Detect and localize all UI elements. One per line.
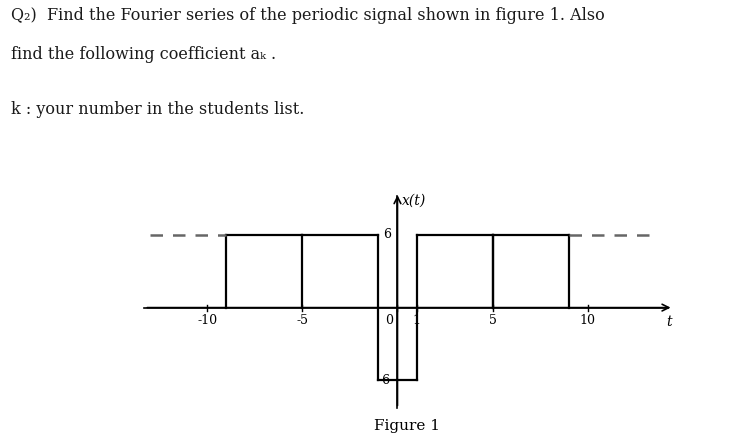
Text: find the following coefficient aₖ .: find the following coefficient aₖ .	[11, 46, 276, 63]
Text: 10: 10	[579, 314, 596, 327]
Text: -10: -10	[197, 314, 218, 327]
Text: t: t	[666, 315, 671, 329]
Text: Figure 1: Figure 1	[374, 419, 440, 433]
Text: -5: -5	[296, 314, 309, 327]
Text: 1: 1	[412, 314, 420, 327]
Text: x(t): x(t)	[403, 194, 426, 208]
Text: -6: -6	[379, 374, 391, 387]
Text: 5: 5	[488, 314, 497, 327]
Text: k : your number in the students list.: k : your number in the students list.	[11, 101, 304, 118]
Text: Q₂)  Find the Fourier series of the periodic signal shown in figure 1. Also: Q₂) Find the Fourier series of the perio…	[11, 7, 605, 24]
Text: 0: 0	[385, 314, 393, 327]
Text: 6: 6	[383, 228, 391, 241]
